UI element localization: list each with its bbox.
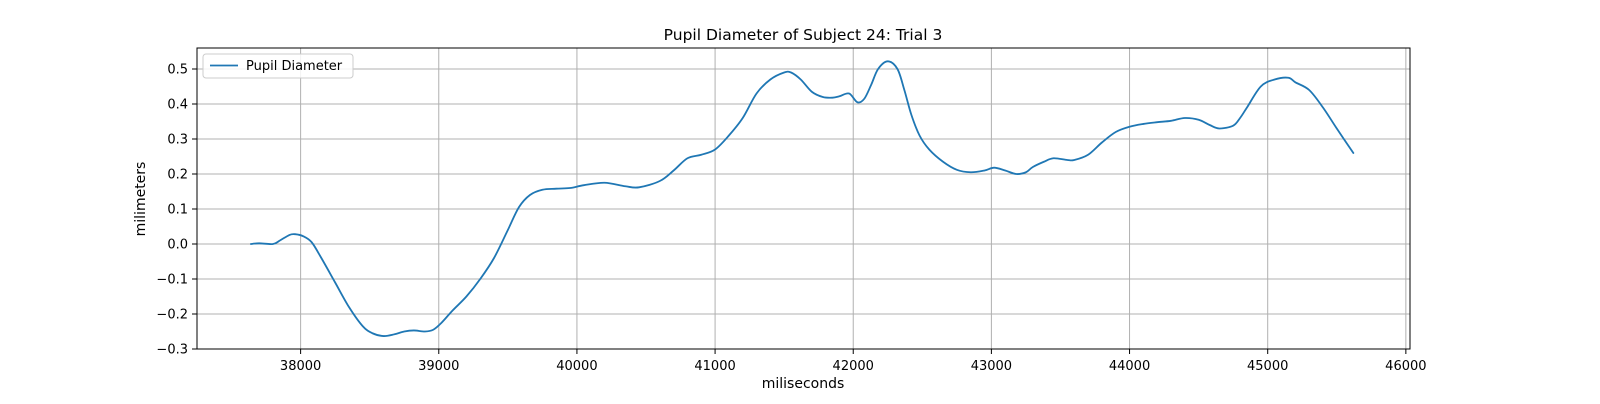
x-tick-label: 41000 bbox=[694, 359, 735, 374]
x-tick-label: 42000 bbox=[833, 359, 874, 374]
x-tick-label: 40000 bbox=[556, 359, 597, 374]
y-tick-label: 0.2 bbox=[167, 168, 188, 183]
y-tick-label: −0.2 bbox=[156, 308, 188, 323]
x-axis-ticks: 38000 39000 40000 41000 42000 43000 44000 45000… bbox=[280, 349, 1427, 374]
x-tick-label: 38000 bbox=[280, 359, 321, 374]
y-tick-label: 0.1 bbox=[167, 203, 188, 218]
y-tick-label: 0.3 bbox=[167, 133, 188, 148]
x-tick-label: 46000 bbox=[1385, 359, 1426, 374]
y-axis-title: milimeters bbox=[133, 162, 149, 237]
legend-label: Pupil Diameter bbox=[246, 59, 343, 74]
y-tick-label: 0.4 bbox=[167, 98, 188, 113]
series-line-pupil-diameter bbox=[249, 60, 1355, 337]
legend: Pupil Diameter bbox=[202, 53, 354, 79]
chart-title: Pupil Diameter of Subject 24: Trial 3 bbox=[664, 26, 943, 44]
x-tick-label: 39000 bbox=[418, 359, 459, 374]
x-tick-label: 43000 bbox=[971, 359, 1012, 374]
grid-lines bbox=[197, 48, 1410, 350]
x-tick-label: 45000 bbox=[1247, 359, 1288, 374]
series-layer bbox=[249, 60, 1355, 337]
y-tick-label: 0.0 bbox=[167, 238, 188, 253]
x-tick-label: 44000 bbox=[1109, 359, 1150, 374]
plot-frame bbox=[196, 47, 1411, 350]
y-tick-label: −0.3 bbox=[156, 343, 188, 358]
y-axis-ticks: −0.3 −0.2 −0.1 0.0 0.1 0.2 0.3 0.4 0.5 bbox=[156, 63, 197, 358]
x-axis-title: miliseconds bbox=[762, 376, 845, 392]
legend-box bbox=[202, 53, 354, 79]
y-tick-label: 0.5 bbox=[167, 63, 188, 78]
y-tick-label: −0.1 bbox=[156, 273, 188, 288]
